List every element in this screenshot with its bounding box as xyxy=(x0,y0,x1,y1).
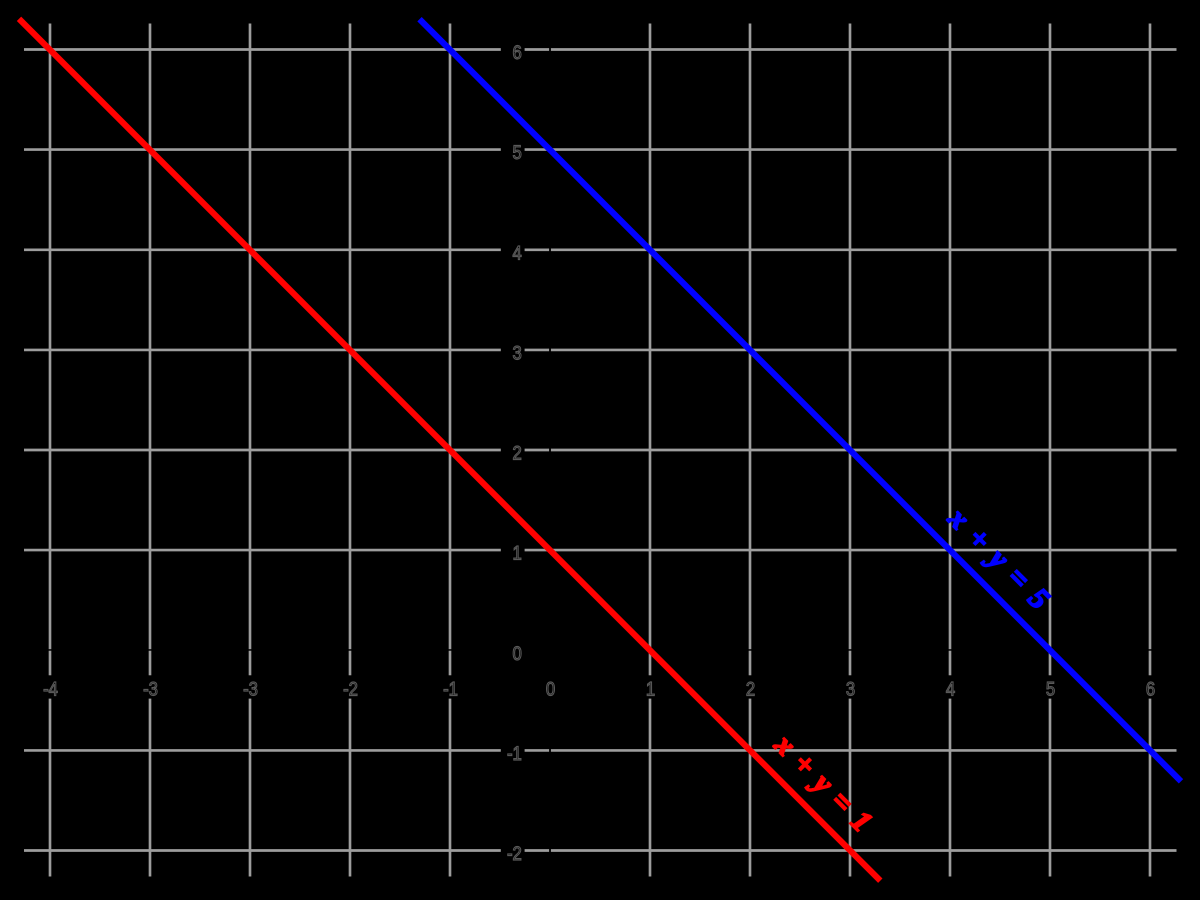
svg-text:3: 3 xyxy=(846,678,855,699)
svg-text:-2: -2 xyxy=(507,843,522,864)
svg-text:-3: -3 xyxy=(243,678,258,699)
svg-text:1: 1 xyxy=(513,543,522,564)
svg-text:0: 0 xyxy=(546,678,555,699)
svg-text:-2: -2 xyxy=(343,678,358,699)
svg-text:4: 4 xyxy=(946,678,955,699)
svg-text:6: 6 xyxy=(513,42,522,63)
svg-text:0: 0 xyxy=(513,643,522,664)
svg-text:2: 2 xyxy=(746,678,755,699)
svg-text:-3: -3 xyxy=(143,678,158,699)
svg-text:-1: -1 xyxy=(507,743,522,764)
svg-text:-4: -4 xyxy=(43,678,58,699)
svg-text:5: 5 xyxy=(513,142,522,163)
svg-text:6: 6 xyxy=(1146,678,1155,699)
svg-text:2: 2 xyxy=(513,443,522,464)
svg-text:-1: -1 xyxy=(443,678,458,699)
svg-text:1: 1 xyxy=(646,678,655,699)
svg-text:5: 5 xyxy=(1046,678,1055,699)
svg-text:4: 4 xyxy=(513,242,522,263)
svg-text:3: 3 xyxy=(513,343,522,364)
